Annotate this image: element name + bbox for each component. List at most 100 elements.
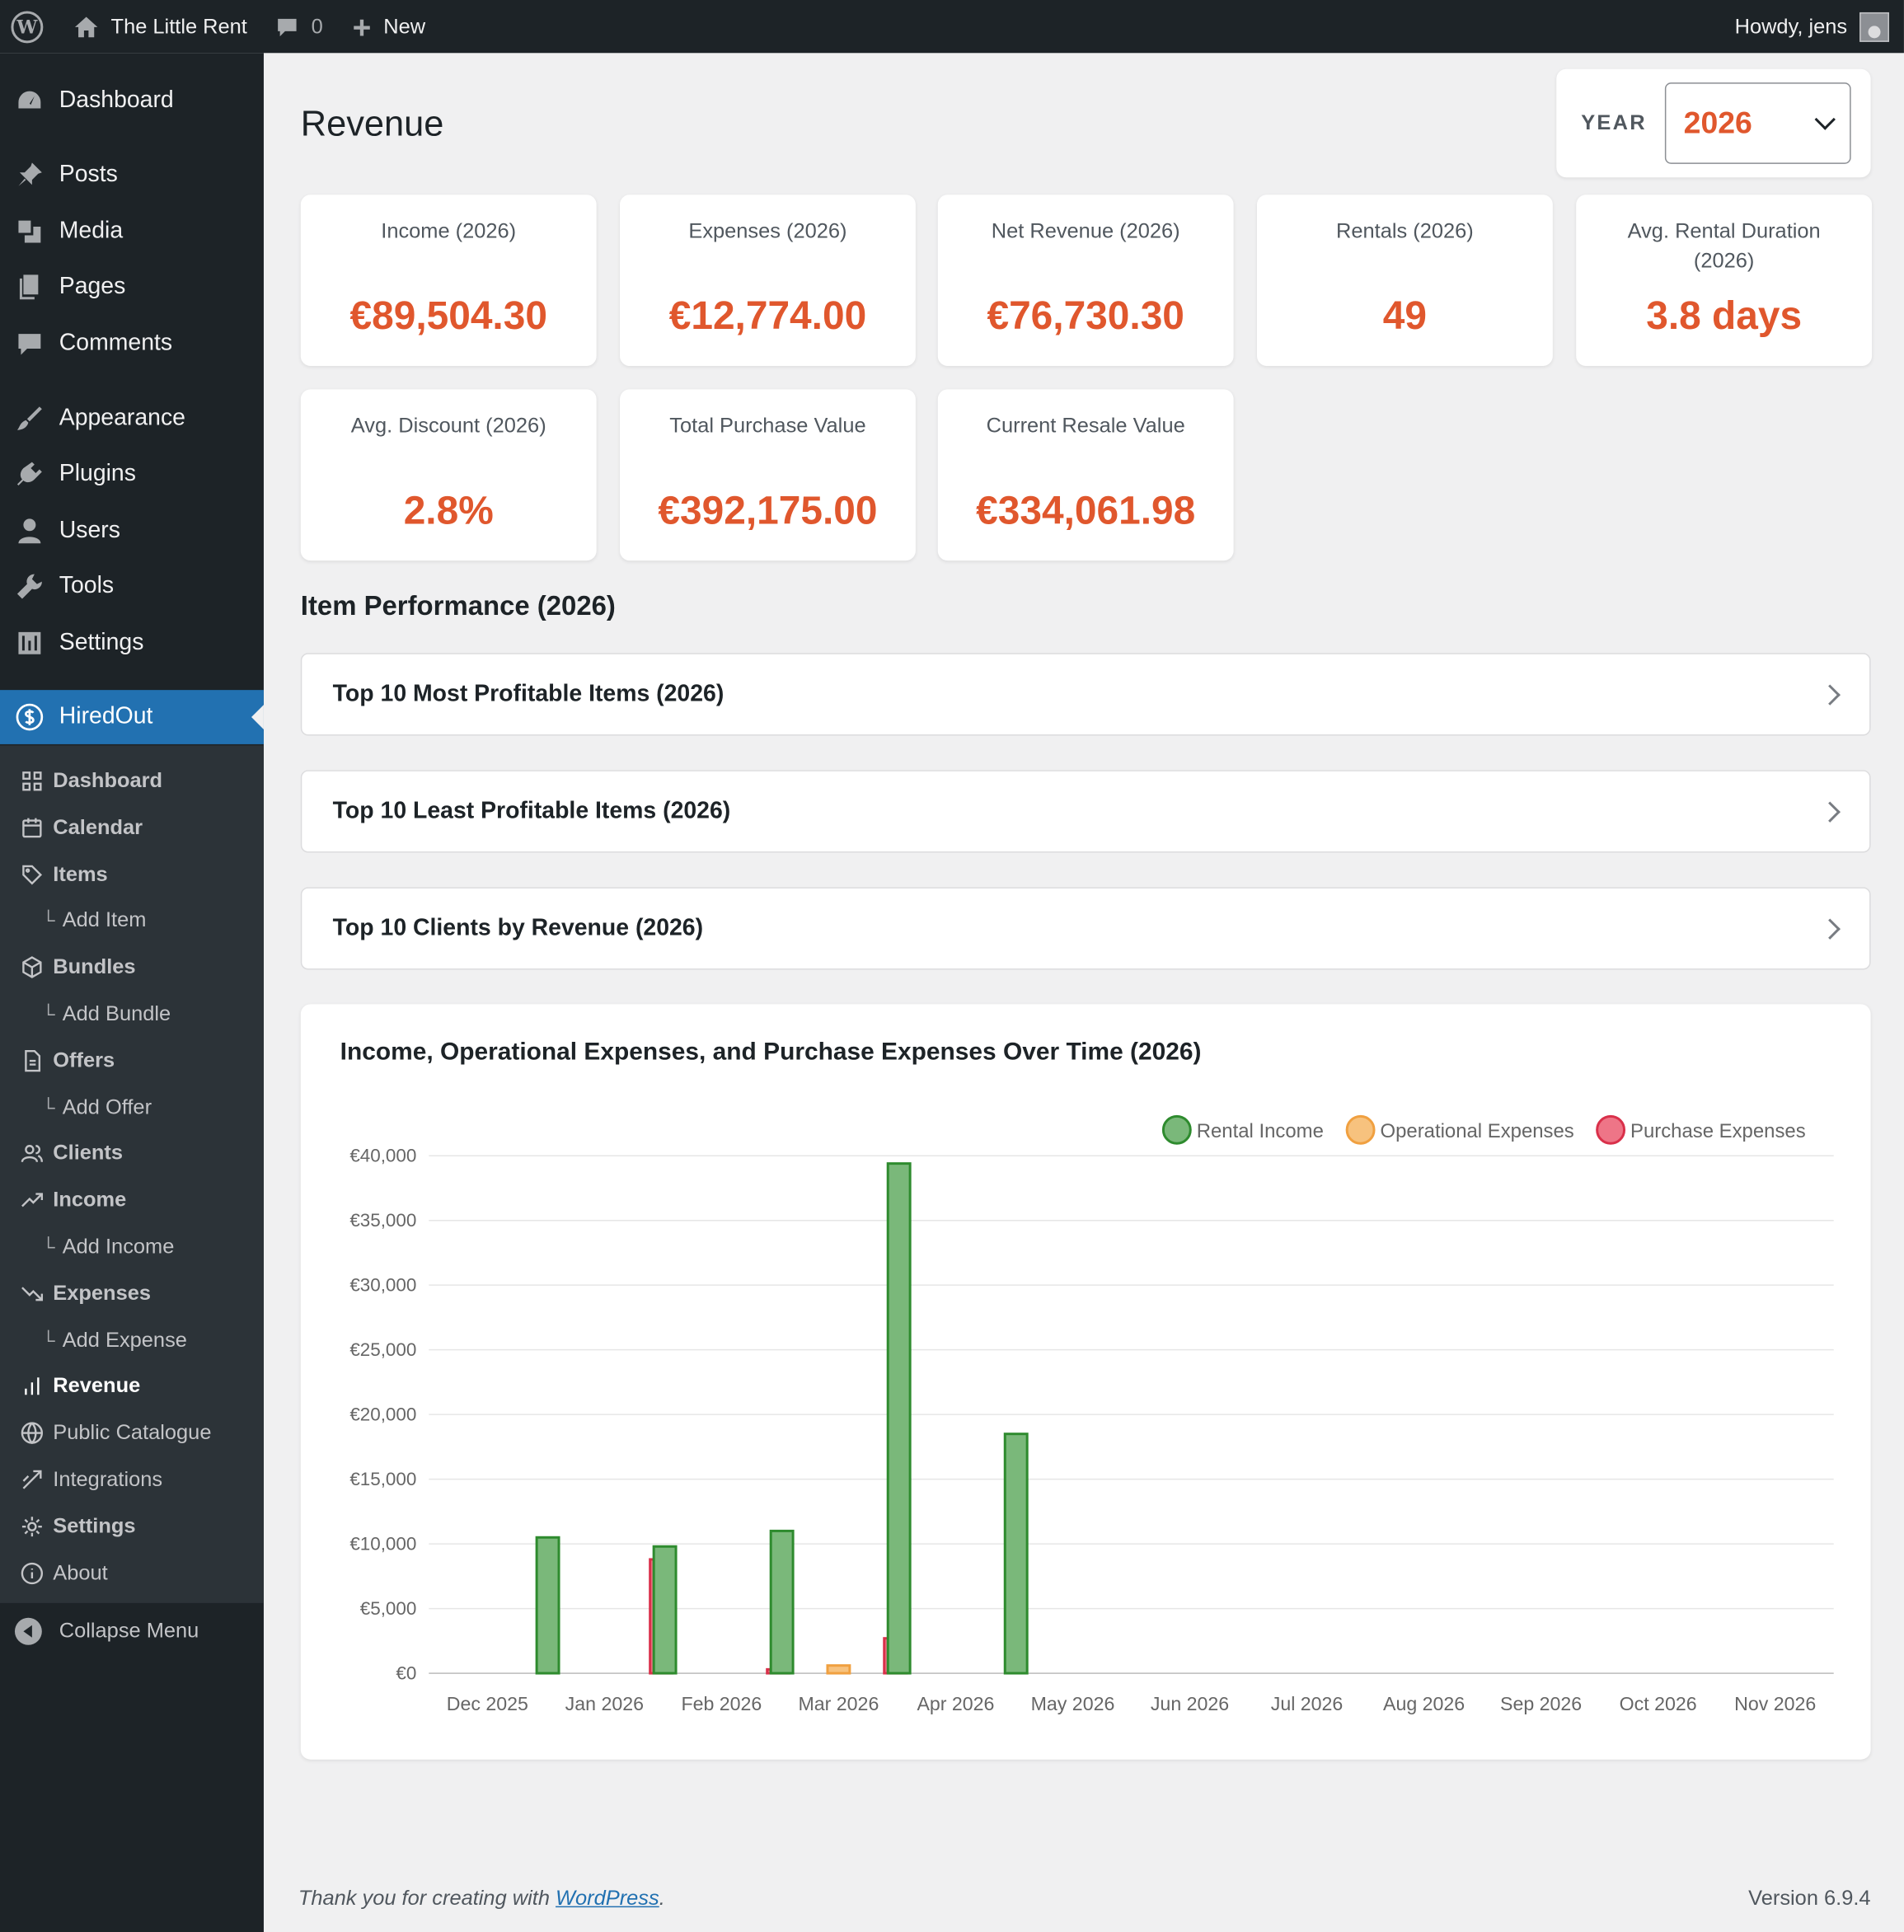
x-tick-label: Nov 2026 <box>1734 1693 1816 1714</box>
submenu-income[interactable]: Income <box>0 1179 264 1222</box>
site-name-link[interactable]: The Little Rent <box>72 0 247 53</box>
submenu-label: Revenue <box>53 1373 141 1398</box>
submenu-label: Integrations <box>53 1467 163 1491</box>
menu-label: HiredOut <box>59 703 153 729</box>
bar-rental-income <box>535 1536 560 1675</box>
stat-card-avg-duration: Avg. Rental Duration (2026) 3.8 days <box>1576 195 1873 366</box>
submenu-label: Public Catalogue <box>53 1420 212 1445</box>
x-tick-label: Dec 2025 <box>447 1693 528 1714</box>
x-tick-label: Aug 2026 <box>1383 1693 1465 1714</box>
stat-value: €12,774.00 <box>668 293 867 338</box>
x-tick-label: May 2026 <box>1031 1693 1115 1714</box>
submenu-add-bundle[interactable]: └ Add Bundle <box>0 993 264 1035</box>
stat-label: Net Revenue (2026) <box>991 219 1180 243</box>
bar-operational-expenses <box>826 1664 851 1675</box>
menu-dashboard[interactable]: Dashboard <box>0 77 264 126</box>
accordion-top-clients[interactable]: Top 10 Clients by Revenue (2026) <box>300 887 1871 970</box>
wordpress-logo-icon[interactable]: W <box>0 0 54 53</box>
y-tick-label: €10,000 <box>349 1534 416 1555</box>
submenu-add-item[interactable]: └ Add Item <box>0 899 264 941</box>
submenu-label: Add Offer <box>62 1095 152 1119</box>
menu-plugins[interactable]: Plugins <box>0 450 264 499</box>
y-tick-label: €15,000 <box>349 1469 416 1489</box>
menu-hiredout[interactable]: HiredOut <box>0 690 264 744</box>
collapse-menu-button[interactable]: Collapse Menu <box>0 1604 264 1658</box>
menu-tools[interactable]: Tools <box>0 562 264 612</box>
stat-label: Income (2026) <box>381 219 517 243</box>
stat-value: €392,175.00 <box>658 487 878 532</box>
submenu-clients[interactable]: Clients <box>0 1132 264 1175</box>
chart-card: Income, Operational Expenses, and Purcha… <box>300 1004 1871 1760</box>
comments-count: 0 <box>311 14 323 38</box>
menu-label: Dashboard <box>59 87 174 114</box>
submenu-add-expense[interactable]: └ Add Expense <box>0 1320 264 1362</box>
legend-label: Operational Expenses <box>1381 1120 1574 1142</box>
new-content-button[interactable]: + New <box>353 0 426 53</box>
stat-card-rentals: Rentals (2026) 49 <box>1257 195 1553 366</box>
child-arrow-icon: └ <box>41 1003 55 1025</box>
y-tick-label: €25,000 <box>349 1339 416 1360</box>
stat-card-resale-value: Current Resale Value €334,061.98 <box>937 389 1234 561</box>
submenu-calendar[interactable]: Calendar <box>0 807 264 849</box>
accordion-title: Top 10 Most Profitable Items (2026) <box>332 680 725 707</box>
submenu-label: Expenses <box>53 1281 151 1306</box>
legend-label: Purchase Expenses <box>1630 1120 1806 1142</box>
x-tick-label: Feb 2026 <box>681 1693 762 1714</box>
submenu-label: Dashboard <box>53 768 163 793</box>
page-title: Revenue <box>300 105 444 144</box>
y-tick-label: €5,000 <box>360 1598 417 1619</box>
submenu-settings[interactable]: Settings <box>0 1506 264 1548</box>
submenu-label: Bundles <box>53 954 136 978</box>
y-tick-label: €35,000 <box>349 1210 416 1231</box>
menu-comments[interactable]: Comments <box>0 319 264 368</box>
comments-link[interactable]: 0 <box>274 0 323 53</box>
stat-label: Rentals (2026) <box>1336 219 1474 243</box>
accordion-most-profitable[interactable]: Top 10 Most Profitable Items (2026) <box>300 653 1871 736</box>
accordion-title: Top 10 Clients by Revenue (2026) <box>332 914 704 941</box>
menu-pages[interactable]: Pages <box>0 262 264 312</box>
x-tick-label: Jul 2026 <box>1271 1693 1344 1714</box>
submenu-offers[interactable]: Offers <box>0 1040 264 1082</box>
accordion-least-profitable[interactable]: Top 10 Least Profitable Items (2026) <box>300 770 1871 853</box>
howdy-user[interactable]: Howdy, jens <box>1734 14 1848 38</box>
wordpress-link[interactable]: WordPress <box>556 1886 659 1911</box>
legend-swatch <box>1161 1114 1192 1145</box>
stat-card-expenses: Expenses (2026) €12,774.00 <box>620 195 916 366</box>
x-tick-label: Apr 2026 <box>917 1693 994 1714</box>
chevron-right-icon <box>1819 683 1841 706</box>
x-tick-label: Oct 2026 <box>1620 1693 1697 1714</box>
hiredout-submenu: Dashboard Calendar Items └ Add Item Bund… <box>0 745 264 1603</box>
submenu-integrations[interactable]: Integrations <box>0 1459 264 1501</box>
menu-media[interactable]: Media <box>0 207 264 256</box>
menu-posts[interactable]: Posts <box>0 150 264 199</box>
year-select[interactable]: 2026 <box>1665 82 1851 164</box>
stat-value: 3.8 days <box>1646 293 1803 338</box>
stat-card-total-purchase: Total Purchase Value €392,175.00 <box>620 389 916 561</box>
menu-settings[interactable]: Settings <box>0 618 264 668</box>
menu-label: Settings <box>59 629 144 656</box>
bar-rental-income <box>769 1529 795 1675</box>
menu-users[interactable]: Users <box>0 506 264 556</box>
user-avatar[interactable] <box>1859 12 1889 42</box>
submenu-dashboard[interactable]: Dashboard <box>0 760 264 802</box>
submenu-items[interactable]: Items <box>0 854 264 896</box>
menu-appearance[interactable]: Appearance <box>0 394 264 443</box>
menu-label: Tools <box>59 573 115 599</box>
submenu-add-income[interactable]: └ Add Income <box>0 1226 264 1268</box>
collapse-arrow-icon <box>14 1617 42 1645</box>
submenu-expenses[interactable]: Expenses <box>0 1273 264 1315</box>
home-icon <box>72 12 101 41</box>
submenu-label: Offers <box>53 1048 115 1072</box>
stat-value: €89,504.30 <box>349 293 547 338</box>
stat-label: Avg. Rental Duration (2026) <box>1627 219 1821 273</box>
submenu-add-offer[interactable]: └ Add Offer <box>0 1087 264 1129</box>
menu-label: Pages <box>59 273 126 300</box>
child-arrow-icon: └ <box>41 1236 55 1258</box>
y-tick-label: €20,000 <box>349 1404 416 1425</box>
submenu-public-catalogue[interactable]: Public Catalogue <box>0 1412 264 1454</box>
footer-version: Version 6.9.4 <box>1748 1886 1871 1911</box>
submenu-about[interactable]: About <box>0 1553 264 1595</box>
submenu-bundles[interactable]: Bundles <box>0 946 264 988</box>
year-value: 2026 <box>1683 105 1752 140</box>
submenu-revenue[interactable]: Revenue <box>0 1365 264 1407</box>
